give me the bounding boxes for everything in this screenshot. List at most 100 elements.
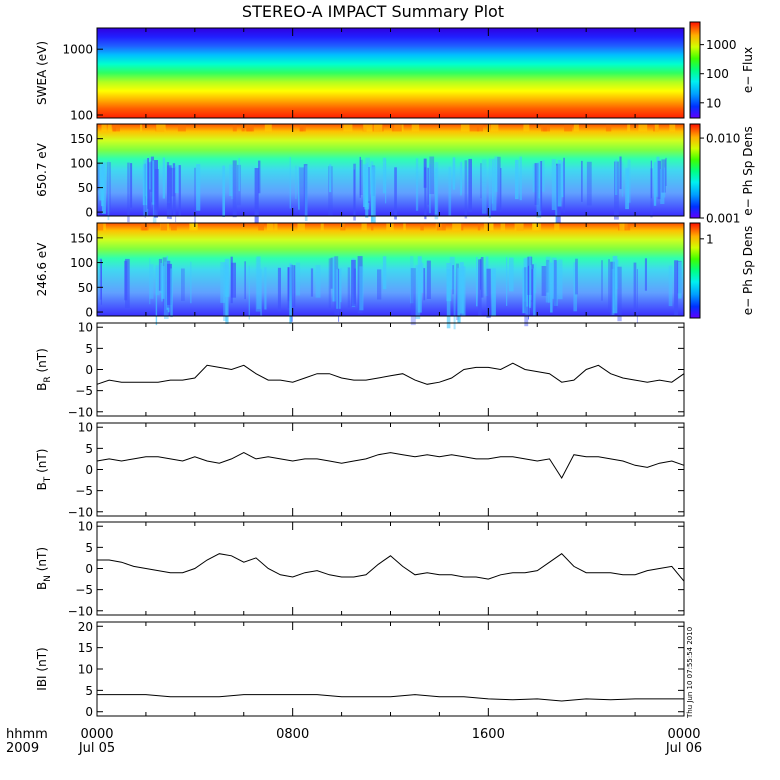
spectrogram-streak [125, 258, 130, 309]
spectrogram-streak [519, 156, 522, 201]
spectrogram-streak [424, 167, 427, 220]
spectrogram-streak [130, 163, 133, 208]
spectrogram-streak [329, 164, 332, 193]
spectrogram-streak [410, 268, 416, 326]
spectrogram-streak [491, 159, 494, 204]
xtick-1600: 1600 [472, 727, 505, 742]
spectrogram-streak [298, 166, 300, 210]
spectrogram-streak [538, 161, 540, 199]
spectrogram-streak [452, 265, 454, 295]
spectrogram-streak [368, 167, 370, 203]
spectrogram-streak [141, 223, 149, 231]
spectrogram-streak [359, 159, 363, 195]
spectrogram-streak [509, 257, 514, 292]
spectrogram-streak [347, 267, 351, 308]
spectrogram-streak [550, 262, 553, 313]
spectrogram-streak [638, 124, 648, 132]
spectrogram-streak [320, 223, 324, 231]
spectrogram-streak [460, 124, 470, 132]
spectrogram-streak [423, 268, 426, 301]
spectrogram-streak [377, 269, 382, 300]
ytick-label: −10 [68, 505, 93, 519]
spectrogram-streak [353, 169, 355, 216]
spectrogram-streak [289, 157, 291, 209]
spectrogram-streak [619, 156, 622, 190]
spectrogram-streak [174, 165, 180, 194]
spectrogram-streak [351, 259, 356, 307]
spectrogram-streak [145, 158, 147, 197]
spectrogram-streak [490, 124, 499, 132]
pa246-colorbar [689, 222, 701, 319]
line-panel-frame [96, 322, 685, 417]
xtick-jul06: Jul 06 [665, 741, 702, 756]
spectrogram-streak [296, 262, 301, 296]
spectrogram-streak [617, 266, 622, 322]
swea-spectrogram [97, 28, 684, 118]
spectrogram-streak [274, 223, 278, 231]
spectrogram-streak [229, 164, 233, 196]
spectrogram-streak [299, 124, 304, 132]
spectrogram-streak [533, 268, 536, 316]
spectrogram-streak [194, 167, 196, 228]
series-line [97, 694, 684, 702]
spectrogram-streak [480, 163, 482, 199]
spectrogram-streak [155, 268, 158, 326]
spectrogram-streak [365, 168, 369, 218]
ytick-label: 0 [85, 363, 93, 377]
spectrogram-streak [421, 262, 424, 293]
spectrogram-streak [266, 223, 274, 231]
spectrogram-streak [162, 257, 167, 317]
spectrogram-streak [494, 156, 499, 192]
spectrogram-streak [523, 258, 528, 302]
xtick-0000-start: 0000 [80, 727, 113, 742]
spectrogram-streak [610, 261, 615, 316]
spectrogram-streak [446, 269, 451, 329]
ytick-label: 0 [85, 206, 93, 220]
spectrogram-streak [149, 264, 154, 299]
spectrogram-streak [244, 261, 246, 300]
spectrogram-streak [225, 264, 229, 324]
spectrogram-streak [232, 124, 237, 132]
spectrogram-streak [523, 124, 530, 132]
spectrogram-streak [429, 156, 435, 195]
spectrogram-streak [158, 258, 162, 291]
ytick-label: −10 [68, 405, 93, 419]
spectrogram-streak [107, 160, 110, 221]
ytick-label: 0 [85, 463, 93, 477]
spectrogram-streak [161, 266, 165, 299]
ytick-label: −5 [75, 384, 93, 398]
series-line [96, 362, 685, 385]
spectrogram-streak [500, 223, 506, 231]
spectrogram-streak [310, 268, 314, 297]
spectrogram-streak [295, 165, 297, 199]
spectrogram-streak [553, 260, 557, 310]
spectrogram-streak [551, 257, 557, 299]
spectrogram-streak [476, 124, 483, 132]
spectrogram-streak [220, 262, 226, 303]
spectrogram-streak [480, 257, 484, 298]
ytick-label: 5 [85, 442, 93, 456]
spectrogram-streak [181, 268, 185, 301]
spectrogram-streak [469, 124, 480, 132]
spectrogram-streak [654, 124, 659, 132]
spectrogram-ylabel: 650.7 eV [35, 142, 49, 197]
spectrogram-streak [506, 257, 508, 306]
spectrogram-streak [426, 260, 431, 299]
spectrogram-streak [478, 259, 482, 317]
spectrogram-streak [142, 164, 148, 206]
colorbar-label: e− Ph Sp Dens [741, 126, 755, 215]
spectrogram-streak [420, 223, 424, 231]
spectrogram-streak [299, 167, 305, 215]
line-panel-frame [96, 621, 685, 717]
spectrogram-streak [147, 158, 149, 209]
spectrogram-streak [650, 160, 652, 199]
lines-layer [96, 362, 685, 702]
spectrogram-streak [190, 261, 192, 304]
spectrogram-streak [561, 161, 565, 198]
spectrogram-streak [529, 256, 531, 308]
spectrogram-streak [97, 223, 104, 231]
spectrogram-streak [500, 168, 502, 212]
spectrogram-streak [363, 124, 373, 132]
spectrogram-streak [371, 169, 374, 222]
spectrogram-streak [166, 162, 170, 219]
